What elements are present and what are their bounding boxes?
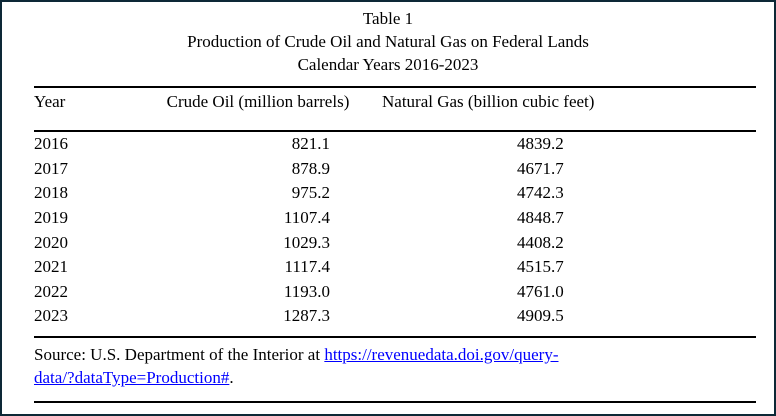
- source-link-line1: https://revenuedata.doi.gov/query-: [324, 344, 559, 364]
- crude-oil-cell: 821.1: [291, 134, 330, 154]
- natural-gas-cell: 4839.2: [517, 134, 564, 154]
- table-title-block: Table 1 Production of Crude Oil and Natu…: [2, 7, 774, 76]
- table-row: 2021 1117.4 4515.7: [34, 255, 756, 280]
- year-cell: 2017: [34, 158, 68, 178]
- table-row: 2023 1287.3 4909.5: [34, 304, 756, 329]
- crude-oil-cell: 975.2: [291, 183, 330, 203]
- source-suffix: .: [229, 367, 234, 387]
- table-body: 2016 821.1 4839.2 2017 878.9 4671.7 2018…: [34, 132, 756, 329]
- rule-bottom: [34, 400, 756, 403]
- crude-oil-cell: 878.9: [291, 158, 330, 178]
- table-header-row: Year Crude Oil (million barrels) Natural…: [34, 88, 756, 130]
- crude-oil-cell: 1107.4: [283, 208, 330, 228]
- table-number: Table 1: [362, 9, 414, 28]
- table-row: 2018 975.2 4742.3: [34, 181, 756, 206]
- column-header-year: Year: [34, 92, 66, 111]
- table-subtitle: Calendar Years 2016-2023: [297, 55, 479, 74]
- crude-oil-cell: 1287.3: [283, 306, 330, 326]
- rule-below-header: [34, 130, 756, 132]
- column-header-crude-oil: Crude Oil (million barrels): [166, 92, 350, 111]
- year-cell: 2020: [34, 232, 68, 252]
- table-row: 2020 1029.3 4408.2: [34, 230, 756, 255]
- table-content: Year Crude Oil (million barrels) Natural…: [34, 86, 756, 403]
- table-row: 2019 1107.4 4848.7: [34, 206, 756, 231]
- natural-gas-cell: 4742.3: [517, 183, 564, 203]
- crude-oil-cell: 1117.4: [284, 257, 331, 277]
- natural-gas-cell: 4761.0: [517, 281, 564, 301]
- crude-oil-cell: 1193.0: [283, 281, 330, 301]
- source-note: Source: U.S. Department of the Interior …: [34, 343, 734, 389]
- table-title: Production of Crude Oil and Natural Gas …: [187, 32, 589, 51]
- source-link[interactable]: https://revenuedata.doi.gov/query-data/?…: [34, 345, 559, 387]
- natural-gas-cell: 4848.7: [517, 208, 564, 228]
- year-cell: 2022: [34, 281, 68, 301]
- year-cell: 2018: [34, 183, 68, 203]
- column-header-natural-gas: Natural Gas (billion cubic feet): [382, 92, 595, 111]
- rule-below-body: [34, 335, 756, 338]
- natural-gas-cell: 4909.5: [517, 306, 564, 326]
- table-row: 2017 878.9 4671.7: [34, 157, 756, 182]
- year-cell: 2019: [34, 208, 68, 228]
- table-row: 2022 1193.0 4761.0: [34, 280, 756, 305]
- natural-gas-cell: 4515.7: [517, 257, 564, 277]
- source-link-line2: data/?dataType=Production#: [34, 367, 230, 387]
- table-row: 2016 821.1 4839.2: [34, 132, 756, 157]
- crude-oil-cell: 1029.3: [283, 232, 330, 252]
- year-cell: 2016: [34, 134, 68, 154]
- rule-above-header: [34, 86, 756, 88]
- natural-gas-cell: 4408.2: [517, 232, 564, 252]
- year-cell: 2023: [34, 306, 68, 326]
- year-cell: 2021: [34, 257, 68, 277]
- source-prefix: Source: U.S. Department of the Interior …: [34, 344, 325, 364]
- natural-gas-cell: 4671.7: [517, 158, 564, 178]
